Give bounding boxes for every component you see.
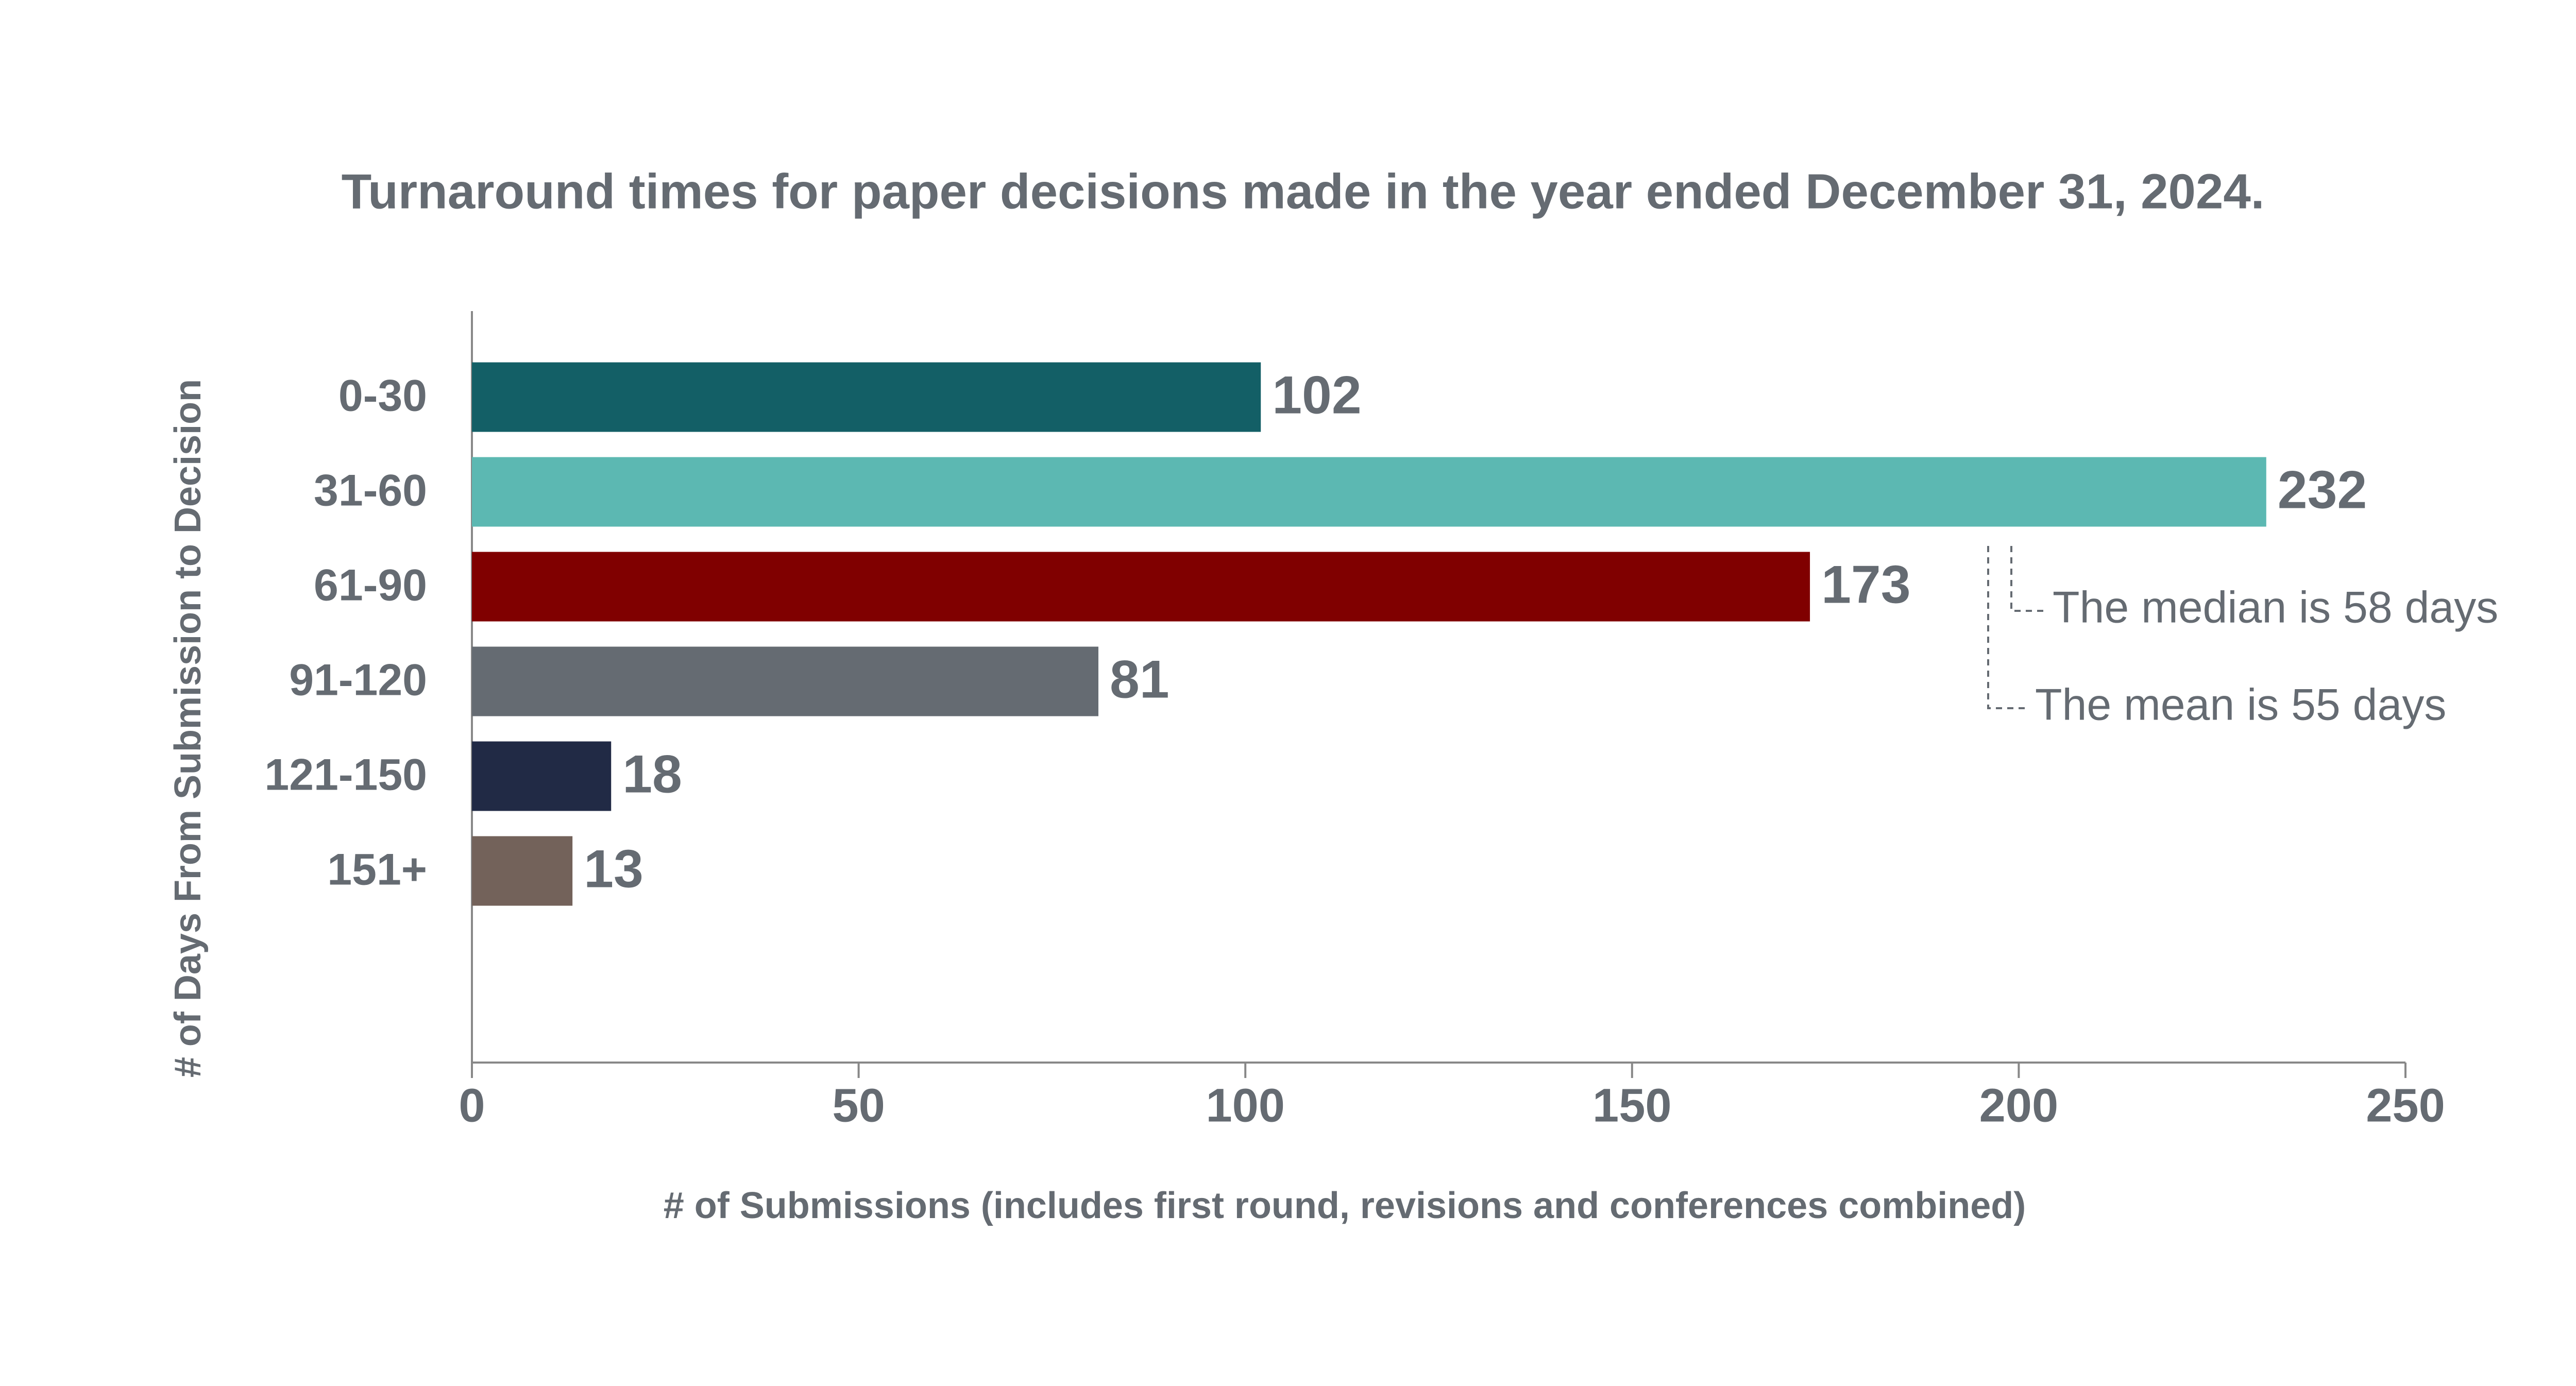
value-label: 173 xyxy=(1821,555,1911,614)
x-axis-label: # of Submissions (includes first round, … xyxy=(664,1185,2026,1226)
y-tick-label: 91-120 xyxy=(289,656,427,705)
mean-leader xyxy=(1987,546,2030,709)
bar xyxy=(472,457,2266,527)
value-label: 13 xyxy=(584,839,643,899)
bar xyxy=(472,552,1810,622)
value-label: 102 xyxy=(1272,365,1362,425)
annotation-leaders xyxy=(1987,546,2048,709)
value-label: 18 xyxy=(622,744,682,804)
bar xyxy=(472,646,1098,716)
y-tick-label: 61-90 xyxy=(314,561,427,610)
x-tick-label: 150 xyxy=(1592,1079,1672,1132)
value-label: 232 xyxy=(2278,460,2367,520)
bar xyxy=(472,741,612,811)
bar xyxy=(472,362,1261,432)
x-tick-label: 200 xyxy=(1979,1079,2059,1132)
x-tick-label: 50 xyxy=(832,1079,885,1132)
x-tick-label: 250 xyxy=(2366,1079,2445,1132)
annotation: The mean is 55 days xyxy=(2035,680,2446,730)
y-tick-label: 121-150 xyxy=(264,750,427,800)
y-tick-label: 0-30 xyxy=(338,371,427,421)
y-tick-label: 31-60 xyxy=(314,466,427,516)
median-leader xyxy=(2010,546,2048,612)
y-axis-label: # of Days From Submission to Decision xyxy=(167,379,209,1077)
chart-title: Turnaround times for paper decisions mad… xyxy=(342,164,2265,219)
value-label: 81 xyxy=(1110,649,1170,709)
x-tick-label: 0 xyxy=(459,1079,485,1132)
x-tick-label: 100 xyxy=(1206,1079,1285,1132)
annotation: The median is 58 days xyxy=(2053,583,2498,632)
bar xyxy=(472,836,573,906)
y-tick-label: 151+ xyxy=(327,845,427,895)
